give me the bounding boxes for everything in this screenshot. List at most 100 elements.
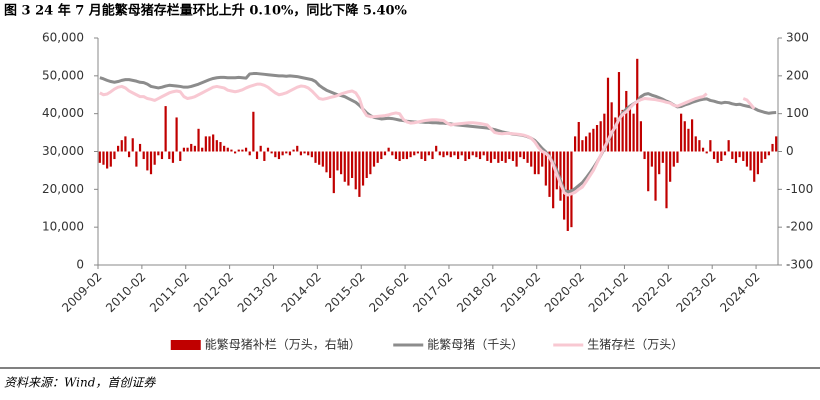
bar [639, 121, 642, 152]
bar [274, 151, 277, 158]
bar [709, 140, 712, 152]
bar [325, 151, 328, 173]
bar [186, 147, 189, 152]
bar [716, 151, 719, 163]
x-tick-label: 2021-02 [586, 270, 631, 315]
bar [398, 151, 401, 161]
bar [336, 151, 339, 171]
y-tick-label: 60,000 [42, 31, 84, 45]
bar [745, 151, 749, 167]
bar [599, 121, 602, 152]
bar [654, 151, 657, 201]
bar [329, 151, 332, 178]
bar [701, 147, 705, 152]
bar [277, 151, 281, 160]
bar [574, 136, 577, 152]
bar [690, 119, 694, 152]
bar [372, 151, 376, 167]
x-tick-label: 2023-02 [673, 270, 718, 315]
bar [149, 151, 153, 175]
bar [497, 151, 500, 163]
bar [471, 151, 474, 156]
bar [694, 136, 697, 152]
bar [281, 151, 284, 156]
bar [365, 151, 368, 178]
bar [500, 151, 504, 161]
bar [526, 151, 529, 163]
bar [771, 143, 774, 152]
bar [179, 151, 182, 161]
bar [120, 140, 123, 152]
bar [588, 132, 591, 152]
bar [647, 151, 650, 192]
bar [266, 147, 270, 152]
bar [617, 72, 621, 152]
bar [383, 151, 387, 156]
bar [734, 151, 738, 163]
bar [310, 151, 313, 158]
x-tick-label: 2019-02 [498, 270, 543, 315]
bar [427, 151, 430, 156]
bar [519, 151, 522, 158]
bar [489, 151, 493, 163]
bar [299, 151, 302, 156]
x-tick-label: 2013-02 [235, 270, 280, 315]
y2-tick-label: -300 [786, 258, 813, 272]
bar [731, 151, 734, 160]
x-tick-label: 2015-02 [322, 270, 367, 315]
bar [212, 134, 215, 152]
bar [698, 140, 701, 152]
bar [204, 136, 207, 152]
x-tick-label: 2024-02 [717, 270, 762, 315]
bar [270, 151, 273, 154]
bar [658, 151, 661, 175]
bar [680, 113, 683, 152]
bar [124, 136, 127, 152]
bar [223, 145, 226, 152]
y2-tick-label: -200 [786, 220, 813, 234]
y2-tick-label: 0 [786, 144, 794, 158]
bar [493, 151, 496, 160]
bar [285, 151, 288, 154]
bar [563, 151, 566, 220]
bar [405, 151, 409, 160]
y2-tick-label: 200 [786, 68, 809, 82]
bar [460, 151, 463, 156]
bar [676, 151, 679, 163]
bar [628, 106, 632, 152]
bar [127, 151, 131, 158]
bar [117, 145, 120, 152]
bar [672, 151, 675, 167]
bar [343, 151, 346, 182]
y2-tick-label: 100 [786, 106, 809, 120]
bar [541, 151, 544, 167]
bar [548, 151, 551, 197]
bar [643, 151, 646, 160]
bar [720, 151, 723, 161]
bar [486, 151, 489, 161]
bar [296, 145, 299, 152]
bar [416, 151, 419, 154]
bar [603, 113, 606, 152]
bar [354, 151, 357, 190]
x-tick-label: 2011-02 [147, 270, 192, 315]
bar [482, 151, 485, 156]
bar [292, 149, 295, 152]
bar [219, 142, 222, 152]
bar [318, 151, 321, 165]
bar [420, 151, 423, 160]
bar [552, 151, 555, 209]
bar [756, 151, 759, 175]
bar [683, 121, 686, 152]
bar [438, 151, 441, 156]
bar [193, 145, 196, 152]
bar [595, 125, 599, 152]
bar [753, 151, 756, 182]
bar [584, 136, 588, 152]
bar [168, 151, 171, 160]
bar [705, 151, 708, 154]
bar [610, 102, 613, 152]
bar [504, 151, 507, 163]
bar [775, 136, 778, 152]
bar [650, 151, 653, 167]
